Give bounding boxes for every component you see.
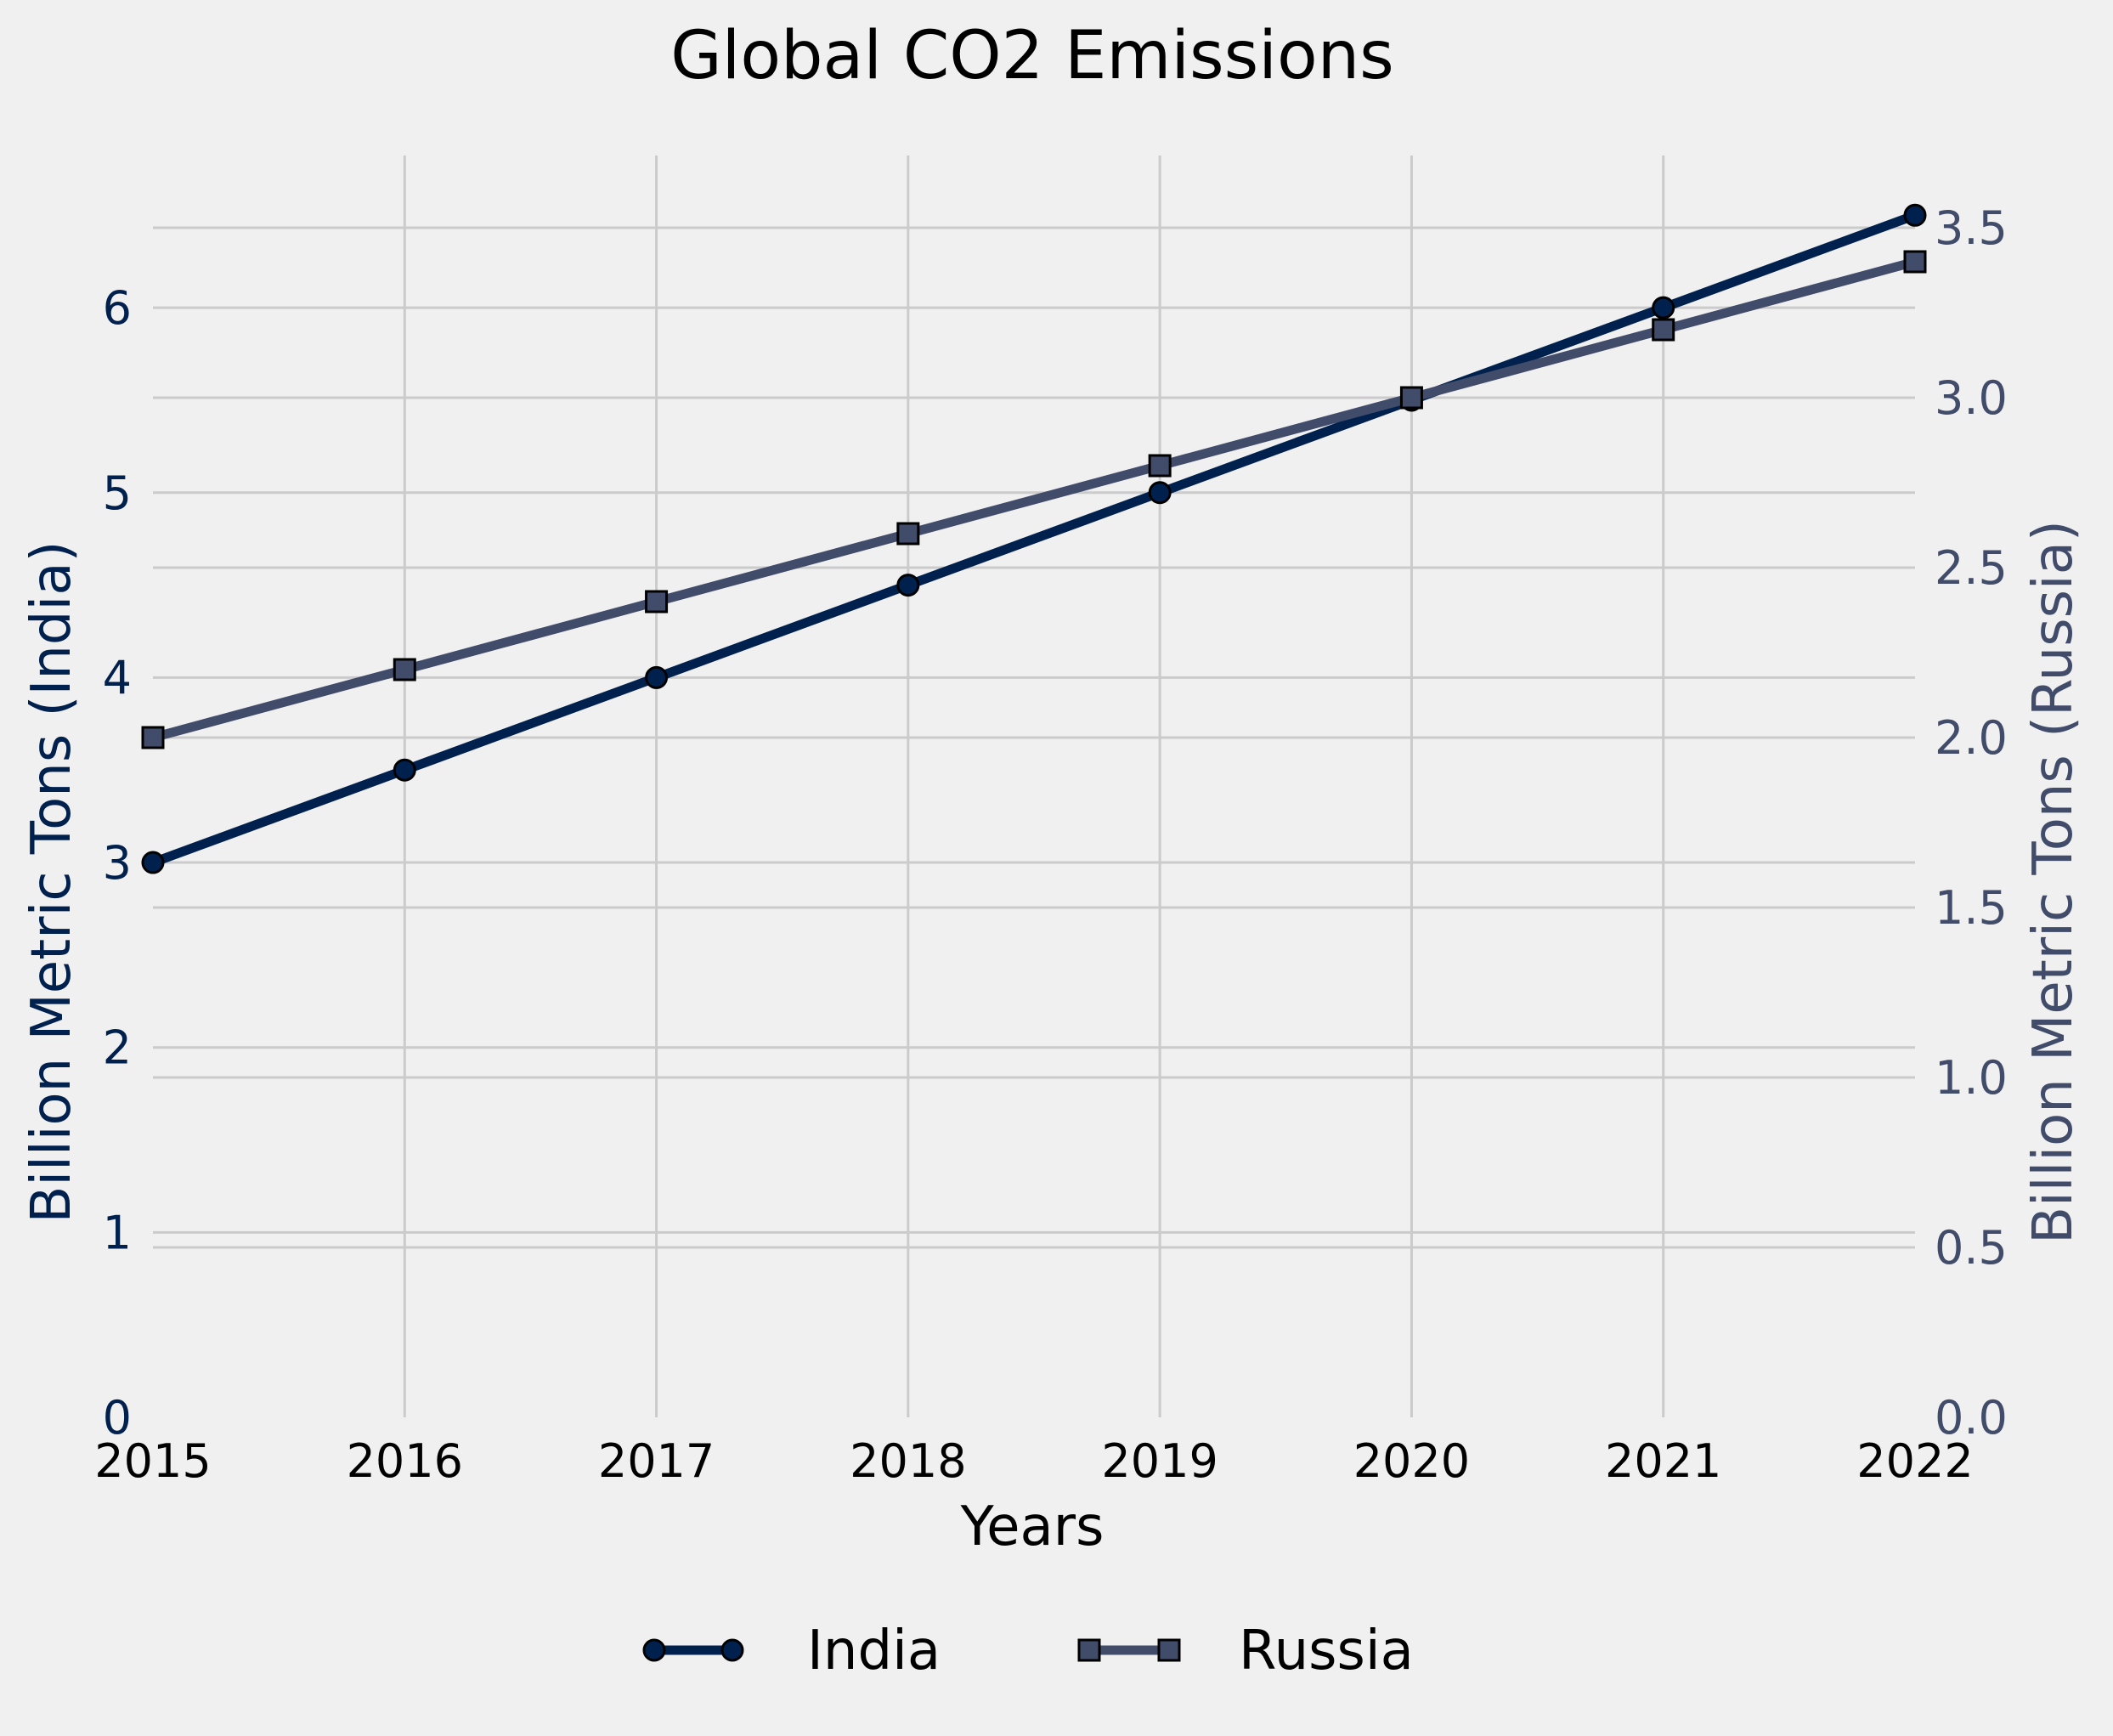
legend-label-russia: Russia [1239,1620,1414,1682]
x-tick-label: 2018 [850,1434,966,1488]
x-tick-label: 2019 [1101,1434,1218,1488]
x-tick-label: 2017 [598,1434,715,1488]
data-point-russia [1652,318,1675,342]
series-line-india [151,211,1917,868]
grid-layer [153,156,1915,1417]
legend-marker-russia-end [1157,1638,1181,1662]
tick-layer: 2015 2016 2017 2018 2019 2020 2021 2022 0 1 2 3 4 5 6 0… [94,201,2008,1488]
y-axis-left-label: Billion Metric Tons (India) [20,540,83,1223]
y-right-tick-label: 3.5 [1935,201,2008,255]
data-point-india [1652,296,1675,319]
legend-item-india: India [642,1620,941,1682]
y-axis-right-label: Billion Metric Tons (Russia) [2022,520,2085,1244]
data-point-russia [1148,454,1172,478]
data-point-russia [1399,386,1423,410]
data-point-russia [645,590,669,614]
data-point-india [645,665,669,689]
data-point-russia [1903,250,1927,274]
series-layer [141,203,1927,874]
y-left-tick-label: 2 [103,1021,132,1075]
y-right-tick-label: 1.0 [1935,1051,2008,1105]
data-point-india [896,574,920,597]
y-left-tick-label: 0 [103,1391,132,1445]
legend-marker-india [642,1638,666,1662]
y-right-tick-label: 3.0 [1935,371,2008,425]
legend-item-russia: Russia [1077,1620,1414,1682]
y-right-tick-label: 0.0 [1935,1391,2008,1445]
y-left-tick-label: 3 [103,836,132,890]
y-left-tick-label: 1 [103,1206,132,1259]
x-tick-label: 2022 [1856,1434,1973,1488]
x-tick-label: 2016 [347,1434,463,1488]
data-point-russia [393,658,416,681]
chart-title: Global CO2 Emissions [670,18,1394,94]
y-left-tick-label: 4 [103,651,132,704]
x-tick-label: 2021 [1605,1434,1721,1488]
data-point-india [1148,481,1172,505]
series-line-russia [151,257,1917,743]
data-point-india [1903,203,1927,227]
legend-marker-india-end [720,1638,744,1662]
data-point-russia [896,522,920,546]
legend: India Russia [642,1620,1414,1682]
y-left-tick-label: 6 [103,281,132,335]
x-tick-label: 2020 [1353,1434,1470,1488]
y-right-tick-label: 2.0 [1935,711,2008,765]
legend-label-india: India [807,1620,941,1682]
data-point-india [393,758,416,782]
x-axis-label: Years [960,1496,1105,1558]
data-point-russia [141,726,165,749]
data-point-india [141,851,165,874]
legend-marker-russia [1077,1638,1101,1662]
y-right-tick-label: 2.5 [1935,541,2008,595]
y-right-tick-label: 1.5 [1935,881,2008,935]
x-tick-label: 2015 [94,1434,211,1488]
y-right-tick-label: 0.5 [1935,1221,2008,1275]
y-left-tick-label: 5 [103,467,132,520]
